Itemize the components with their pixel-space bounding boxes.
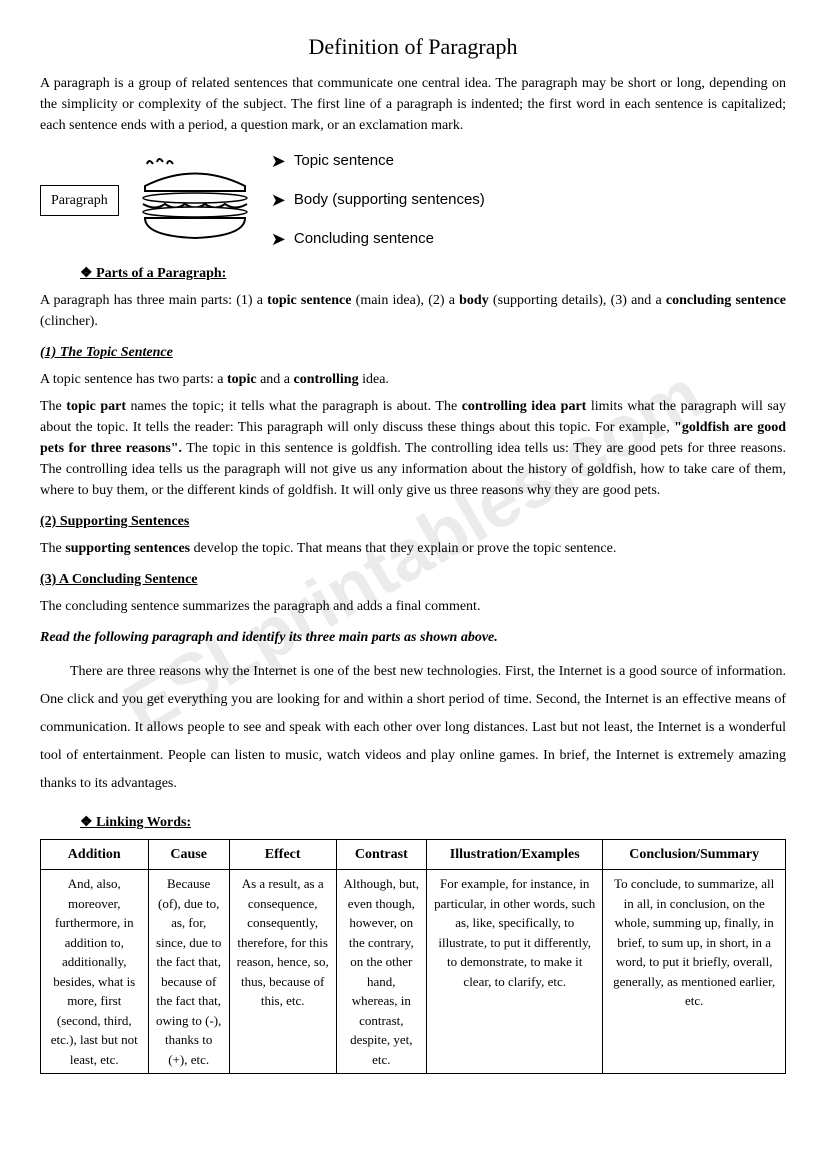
th-addition: Addition	[41, 840, 149, 870]
parts-heading: Parts of a Paragraph:	[80, 263, 786, 284]
topic-line1: A topic sentence has two parts: a topic …	[40, 369, 786, 390]
td-contrast: Although, but, even though, however, on …	[336, 870, 427, 1074]
diagram-label-body: Body (supporting sentences)	[294, 189, 485, 212]
intro-paragraph: A paragraph is a group of related senten…	[40, 73, 786, 136]
parts-intro: A paragraph has three main parts: (1) a …	[40, 290, 786, 332]
burger-icon	[135, 156, 255, 246]
supporting-heading: (2) Supporting Sentences	[40, 511, 786, 532]
td-illustration: For example, for instance, in particular…	[427, 870, 603, 1074]
diagram-label-concluding: Concluding sentence	[294, 228, 434, 251]
th-conclusion: Conclusion/Summary	[603, 840, 786, 870]
td-effect: As a result, as a consequence, consequen…	[229, 870, 336, 1074]
topic-heading: (1) The Topic Sentence	[40, 342, 786, 363]
topic-line2: The topic part names the topic; it tells…	[40, 396, 786, 501]
instruction: Read the following paragraph and identif…	[40, 627, 786, 648]
diagram-labels: ➤ Topic sentence ➤ Body (supporting sent…	[271, 148, 485, 253]
page-title: Definition of Paragraph	[40, 30, 786, 63]
arrow-icon: ➤	[271, 148, 286, 175]
arrow-icon: ➤	[271, 226, 286, 253]
arrow-icon: ➤	[271, 187, 286, 214]
diagram-label-topic: Topic sentence	[294, 150, 394, 173]
th-cause: Cause	[148, 840, 229, 870]
linking-words-table: Addition Cause Effect Contrast Illustrat…	[40, 839, 786, 1074]
concluding-text: The concluding sentence summarizes the p…	[40, 596, 786, 617]
diagram-row: Paragraph ➤ Topic sentence ➤ Body (suppo…	[40, 148, 786, 253]
paragraph-box: Paragraph	[40, 185, 119, 216]
supporting-text: The supporting sentences develop the top…	[40, 538, 786, 559]
th-contrast: Contrast	[336, 840, 427, 870]
td-addition: And, also, moreover, furthermore, in add…	[41, 870, 149, 1074]
concluding-heading: (3) A Concluding Sentence	[40, 569, 786, 590]
sample-paragraph: There are three reasons why the Internet…	[40, 658, 786, 798]
th-illustration: Illustration/Examples	[427, 840, 603, 870]
table-row: And, also, moreover, furthermore, in add…	[41, 870, 786, 1074]
td-conclusion: To conclude, to summarize, all in all, i…	[603, 870, 786, 1074]
td-cause: Because (of), due to, as, for, since, du…	[148, 870, 229, 1074]
linking-heading: Linking Words:	[80, 812, 786, 833]
table-header-row: Addition Cause Effect Contrast Illustrat…	[41, 840, 786, 870]
th-effect: Effect	[229, 840, 336, 870]
